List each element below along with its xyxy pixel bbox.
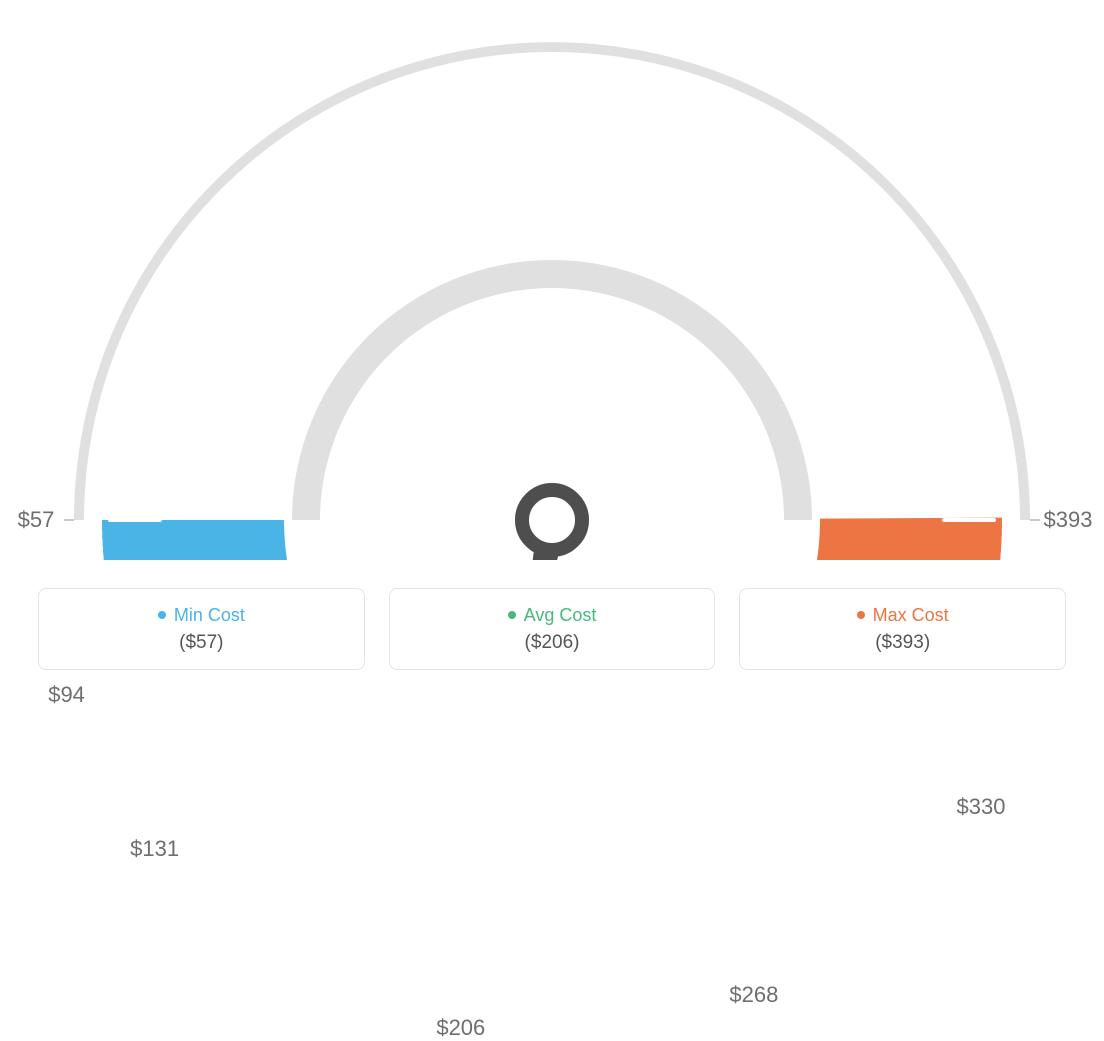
tick-label: $330	[957, 794, 1006, 820]
gauge-chart	[0, 0, 1104, 560]
legend-max-dot-icon	[857, 611, 865, 619]
legend-max-label: Max Cost	[873, 605, 949, 626]
legend-avg-cost: Avg Cost ($206)	[389, 588, 716, 670]
tick-label: $57	[18, 507, 55, 533]
tick-label: $206	[436, 1015, 485, 1041]
tick-label: $268	[729, 982, 778, 1008]
legend-avg-value: ($206)	[525, 632, 580, 654]
legend-row: Min Cost ($57) Avg Cost ($206) Max Cost …	[0, 580, 1104, 690]
legend-max-label-row: Max Cost	[857, 605, 949, 626]
legend-min-dot-icon	[158, 611, 166, 619]
legend-min-value: ($57)	[179, 632, 223, 654]
legend-min-label-row: Min Cost	[158, 605, 245, 626]
legend-max-value: ($393)	[875, 632, 930, 654]
legend-max-cost: Max Cost ($393)	[739, 588, 1066, 670]
legend-avg-label-row: Avg Cost	[508, 605, 597, 626]
tick-label: $131	[130, 836, 179, 862]
legend-avg-dot-icon	[508, 611, 516, 619]
legend-min-cost: Min Cost ($57)	[38, 588, 365, 670]
legend-avg-label: Avg Cost	[524, 605, 597, 626]
cost-gauge-container: $57$94$131$206$268$330$393 Min Cost ($57…	[0, 0, 1104, 690]
legend-min-label: Min Cost	[174, 605, 245, 626]
tick-label: $393	[1044, 507, 1093, 533]
